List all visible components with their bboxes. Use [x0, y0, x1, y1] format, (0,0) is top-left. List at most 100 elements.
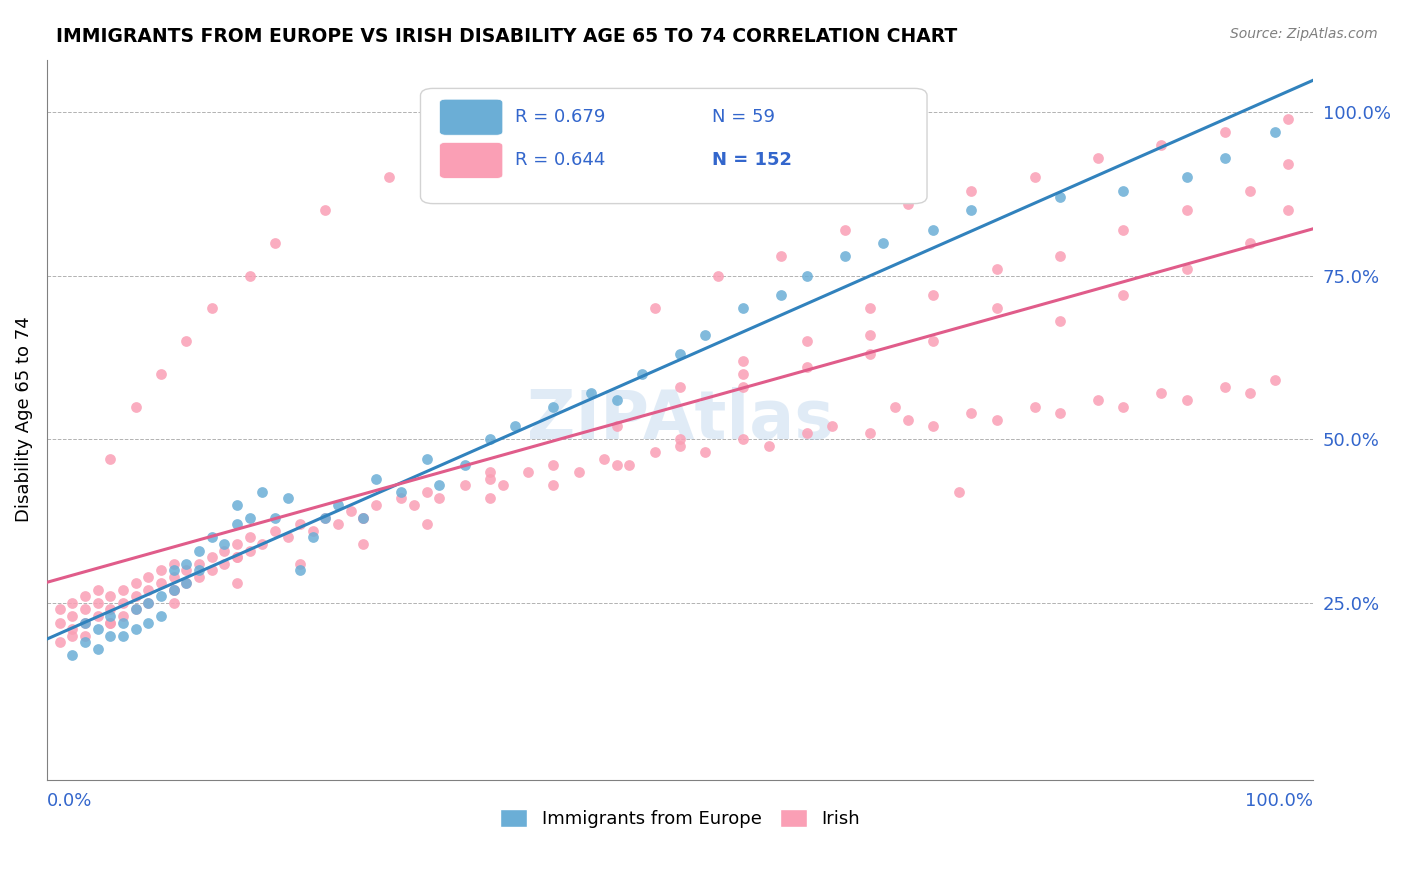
Point — [225, 537, 247, 551]
Point — [606, 419, 628, 434]
Point — [136, 596, 159, 610]
Point — [404, 498, 426, 512]
Point — [1213, 380, 1236, 394]
Point — [111, 596, 134, 610]
Legend: Immigrants from Europe, Irish: Immigrants from Europe, Irish — [494, 802, 868, 836]
Point — [1264, 125, 1286, 139]
Point — [733, 432, 755, 446]
Point — [86, 641, 108, 656]
Point — [136, 582, 159, 597]
Point — [366, 471, 388, 485]
Point — [98, 590, 121, 604]
Point — [884, 400, 907, 414]
Point — [111, 609, 134, 624]
Point — [149, 609, 172, 624]
Point — [187, 563, 209, 577]
Text: 0.0%: 0.0% — [46, 792, 93, 810]
Point — [416, 451, 439, 466]
Point — [922, 288, 945, 302]
Point — [174, 334, 197, 348]
Point — [644, 445, 666, 459]
Point — [162, 557, 184, 571]
Point — [581, 386, 603, 401]
Point — [225, 576, 247, 591]
Point — [505, 419, 527, 434]
Point — [1213, 125, 1236, 139]
Point — [301, 530, 323, 544]
Point — [517, 465, 540, 479]
Point — [543, 478, 565, 492]
Point — [416, 484, 439, 499]
Point — [86, 622, 108, 636]
Point — [897, 196, 920, 211]
Y-axis label: Disability Age 65 to 74: Disability Age 65 to 74 — [15, 317, 32, 523]
Point — [225, 550, 247, 565]
Point — [872, 235, 894, 250]
Point — [353, 510, 375, 524]
Point — [328, 498, 350, 512]
Point — [1024, 170, 1046, 185]
Point — [73, 602, 96, 616]
Point — [454, 458, 477, 473]
Point — [479, 491, 502, 505]
Point — [948, 484, 970, 499]
Point — [834, 249, 856, 263]
Point — [986, 262, 1008, 277]
Point — [796, 425, 818, 440]
Point — [454, 478, 477, 492]
Point — [1264, 373, 1286, 387]
Point — [644, 301, 666, 316]
Point — [543, 400, 565, 414]
Point — [238, 543, 260, 558]
Point — [353, 510, 375, 524]
Point — [960, 184, 983, 198]
Point — [250, 484, 273, 499]
Text: ZIPAtlas: ZIPAtlas — [527, 386, 834, 452]
Point — [111, 629, 134, 643]
Point — [378, 170, 401, 185]
Point — [986, 301, 1008, 316]
Point — [276, 530, 298, 544]
Point — [859, 347, 882, 361]
Point — [86, 609, 108, 624]
Point — [1213, 151, 1236, 165]
Point — [581, 118, 603, 132]
Point — [669, 380, 692, 394]
Point — [60, 596, 83, 610]
Point — [922, 419, 945, 434]
Point — [98, 602, 121, 616]
Point — [669, 432, 692, 446]
Point — [174, 557, 197, 571]
Point — [1049, 190, 1071, 204]
Point — [606, 458, 628, 473]
Point — [1175, 262, 1198, 277]
Point — [162, 582, 184, 597]
Point — [1239, 184, 1261, 198]
Point — [1049, 406, 1071, 420]
Point — [922, 223, 945, 237]
Text: R = 0.644: R = 0.644 — [516, 152, 606, 169]
Point — [98, 615, 121, 630]
Point — [479, 432, 502, 446]
Point — [136, 596, 159, 610]
Text: 100.0%: 100.0% — [1246, 792, 1313, 810]
Point — [770, 288, 793, 302]
Point — [98, 629, 121, 643]
Point — [212, 543, 235, 558]
Point — [391, 484, 413, 499]
Point — [960, 203, 983, 218]
Point — [60, 609, 83, 624]
Point — [1175, 392, 1198, 407]
Point — [328, 517, 350, 532]
Point — [315, 510, 337, 524]
Point — [98, 615, 121, 630]
Point — [60, 648, 83, 663]
Point — [250, 537, 273, 551]
Point — [543, 458, 565, 473]
Point — [695, 445, 717, 459]
Text: N = 152: N = 152 — [711, 152, 792, 169]
Point — [834, 223, 856, 237]
Point — [733, 367, 755, 381]
Point — [695, 327, 717, 342]
Point — [238, 268, 260, 283]
